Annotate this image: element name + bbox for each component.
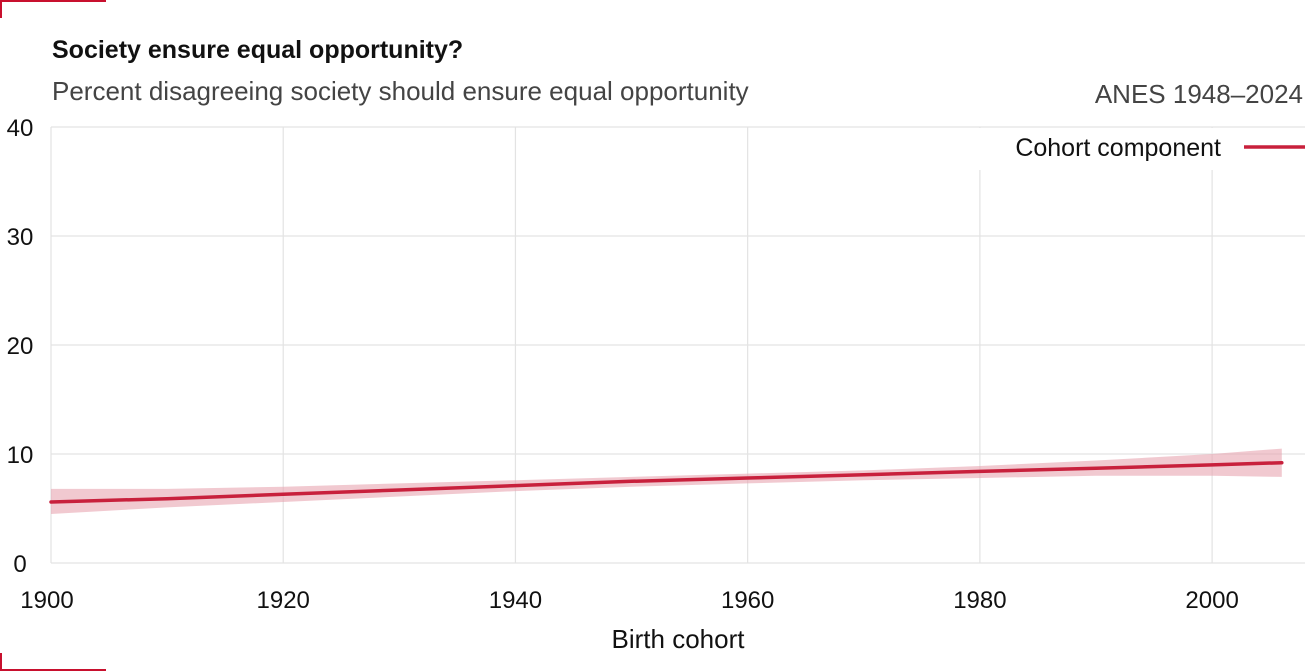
legend-label: Cohort component — [1015, 134, 1221, 162]
legend: Cohort component — [966, 128, 1305, 170]
y-tick-label: 20 — [7, 333, 34, 360]
y-tick-labels: 0 10 20 30 40 — [7, 115, 34, 578]
grid-lines — [50, 126, 1305, 564]
chart-title: Society ensure equal opportunity? — [52, 36, 464, 64]
x-tick-label: 1920 — [257, 587, 310, 614]
x-tick-label: 1960 — [721, 587, 774, 614]
corner-accent-bottom — [0, 669, 106, 671]
y-tick-label: 40 — [7, 115, 34, 142]
y-tick-label: 0 — [13, 551, 26, 578]
x-tick-label: 2000 — [1185, 587, 1238, 614]
corner-accent-top-vertical — [0, 0, 2, 18]
x-tick-label: 1980 — [953, 587, 1006, 614]
x-tick-label: 1940 — [489, 587, 542, 614]
x-tick-label: 1900 — [20, 587, 73, 614]
corner-accent-bottom-vertical — [0, 653, 2, 671]
x-tick-labels: 1900 1920 1940 1960 1980 2000 — [20, 587, 1239, 614]
chart-subtitle: Percent disagreeing society should ensur… — [52, 76, 749, 106]
series-lines-group — [49, 460, 1284, 504]
y-tick-label: 10 — [7, 442, 34, 469]
chart-source: ANES 1948–2024 — [1094, 79, 1303, 109]
corner-accent-top — [0, 0, 106, 2]
legend-background — [966, 128, 1305, 170]
x-axis-label: Birth cohort — [612, 624, 746, 654]
y-tick-label: 30 — [7, 224, 34, 251]
series-line — [49, 460, 1284, 504]
